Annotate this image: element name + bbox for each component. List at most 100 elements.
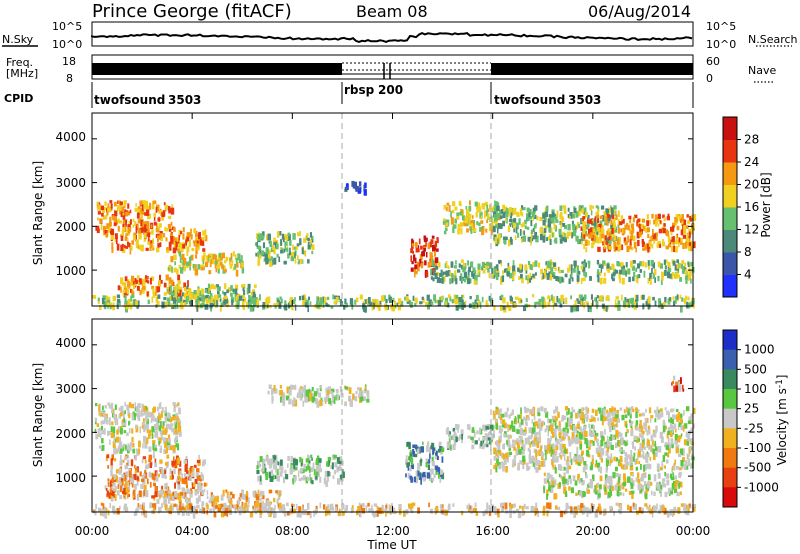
power-colorbar-tick-4: 16 [744,200,759,214]
velocity-echo-region-8 [492,406,696,474]
power-echo-region-2 [104,226,208,255]
power-y-axis: 1000 2000 3000 4000 [55,130,86,278]
velocity-y-tick-4000: 4000 [55,336,86,350]
velocity-colorbar-swatch-9 [723,487,737,508]
velocity-colorbar-swatch-3 [723,369,737,390]
power-colorbar-swatch-8 [723,117,737,140]
velocity-colorbar-tick-3: 100 [744,382,767,396]
velocity-colorbar-tick-1: 1000 [744,343,775,357]
date-label: 06/Aug/2014 [588,2,691,21]
power-colorbar-swatch-1 [723,274,737,298]
noise-panel: N.Sky 10^5 10^0 10^5 10^0 N.Search [2,20,798,51]
freq-bar-segment-3 [491,63,693,75]
velocity-colorbar-tick-5: -25 [744,421,764,435]
freq-right-tick-bottom: 0 [706,72,713,85]
noise-left-tick-bottom: 10^0 [52,38,82,51]
power-y-axis-label: Slant Range [km] [31,161,45,265]
power-colorbar-swatch-4 [723,207,737,230]
velocity-colorbar-tick-2: 500 [744,362,767,376]
velocity-y-axis-label: Slant Range [km] [31,363,45,467]
power-colorbar-tick-7: 28 [744,133,759,147]
velocity-colorbar-swatch-6 [723,428,737,449]
velocity-colorbar-swatch-5 [723,408,737,429]
velocity-colorbar-tick-7: -500 [744,461,771,475]
power-colorbar-tick-2: 8 [744,245,752,259]
noise-left-tick-top: 10^5 [52,20,82,33]
velocity-colorbar-tick-8: -1000 [744,480,779,494]
velocity-colorbar-swatch-7 [723,448,737,469]
velocity-y-tick-2000: 2000 [55,427,86,441]
velocity-colorbar-swatch-2 [723,349,737,370]
nsearch-label: N.Search [748,33,798,46]
power-colorbar-swatch-3 [723,229,737,253]
power-echo-region-12 [430,259,695,285]
cpid-segment-1-name: twofsound [94,93,165,107]
power-y-tick-3000: 3000 [55,176,86,190]
velocity-y-tick-3000: 3000 [55,382,86,396]
velocity-y-tick-1000: 1000 [55,471,86,485]
noise-right-tick-bottom: 10^0 [706,38,736,51]
x-tick-1: 00:00 [75,524,110,538]
power-colorbar-swatch-7 [723,139,737,163]
station-title: Prince George (fitACF) [92,1,292,22]
freq-left-tick-bottom: 8 [66,72,73,85]
power-y-tick-2000: 2000 [55,220,86,234]
power-colorbar-tick-6: 24 [744,155,759,169]
velocity-y-axis: 1000 2000 3000 4000 [55,336,86,485]
x-axis-label: Time UT [366,538,417,552]
cpid-row: CPID twofsound 3503 rbsp 200 twofsound 3… [4,82,694,108]
noise-sky-trace [91,31,693,43]
power-echo-marks [92,138,697,313]
power-colorbar: 4 8 12 16 20 24 28 [722,116,759,298]
noise-right-tick-top: 10^5 [706,20,736,33]
nsky-label: N.Sky [2,33,34,46]
power-colorbar-tick-1: 4 [744,268,752,282]
cpid-label: CPID [4,92,33,105]
power-echo-region-3 [167,251,245,277]
x-tick-7: 00:00 [676,524,711,538]
freq-label-line2: [MHz] [6,67,38,80]
velocity-panel: 1000 2000 3000 4000 Slant Range [km] 100… [31,318,789,519]
power-echo-region-7 [344,180,367,196]
power-colorbar-swatch-6 [723,162,737,185]
nave-label: Nave [748,64,776,77]
velocity-echo-marks [92,344,697,519]
velocity-colorbar-swatch-4 [723,389,737,410]
velocity-colorbar-swatch-1 [723,330,737,351]
velocity-colorbar: 1000 500 100 25 -25 -100 -500 -1000 [722,329,779,508]
velocity-echo-region-9 [543,471,683,500]
power-panel: 1000 2000 3000 4000 Slant Range [km] 4 8 1… [31,112,773,313]
velocity-echo-region-1 [94,402,182,456]
power-colorbar-tick-5: 20 [744,178,759,192]
x-tick-2: 04:00 [175,524,210,538]
power-echo-region-6 [254,230,315,267]
velocity-colorbar-swatch-8 [723,467,737,488]
x-tick-5: 16:00 [475,524,510,538]
x-tick-6: 20:00 [576,524,611,538]
beam-label: Beam 08 [356,2,428,21]
power-colorbar-swatch-5 [723,184,737,208]
cpid-segment-3-name: twofsound [494,93,565,107]
freq-panel: Freq. [MHz] 18 8 60 0 Nave [6,54,776,85]
freq-right-tick-top: 60 [706,55,720,68]
velocity-colorbar-label: Velocity [m s-1] [775,375,789,466]
power-colorbar-tick-3: 12 [744,223,759,237]
velocity-echo-region-5 [267,384,370,408]
cpid-segment-3-id: 3503 [568,93,601,107]
velocity-echo-region-4 [256,454,345,487]
velocity-echo-region-11 [671,375,685,393]
power-colorbar-swatch-2 [723,252,737,275]
velocity-echo-region-6 [405,441,445,485]
freq-bar-segment-1 [92,63,342,75]
power-echo-region-11 [580,213,697,253]
power-echo-region-1 [95,200,175,237]
cpid-segment-2-name: rbsp [344,83,375,97]
power-y-tick-1000: 1000 [55,264,86,278]
velocity-colorbar-tick-4: 25 [744,402,759,416]
x-tick-3: 08:00 [275,524,310,538]
time-x-axis: 00:00 04:00 08:00 12:00 16:00 20:00 00:00 [75,113,711,538]
cpid-segment-2-id: 200 [378,83,403,97]
freq-left-tick-top: 18 [62,55,76,68]
